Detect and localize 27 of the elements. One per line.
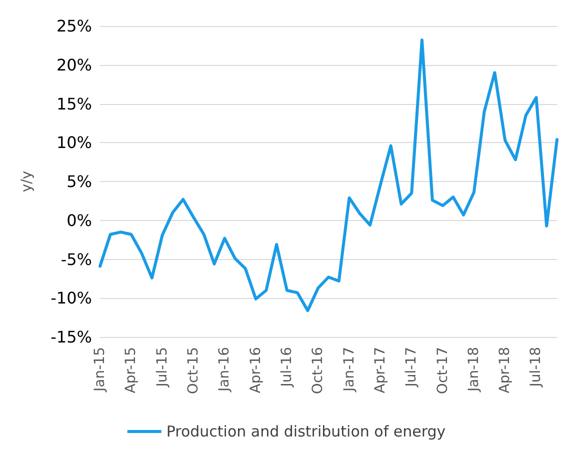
y-tick-label: -5% — [60, 250, 92, 269]
y-tick-label: 5% — [66, 172, 92, 191]
x-tick-label: Apr-16 — [248, 346, 264, 394]
x-tick-label: Apr-15 — [123, 347, 140, 394]
x-tick-label: Oct-17 — [434, 347, 451, 394]
legend-label: Production and distribution of energy — [166, 422, 446, 440]
y-tick-label: 0% — [66, 210, 92, 230]
y-tick-label: 20% — [56, 55, 92, 74]
x-tick-label: Jul-16 — [278, 346, 295, 388]
y-tick-label: 15% — [56, 94, 92, 114]
x-tick-label: Apr-18 — [497, 347, 514, 394]
x-tick-label: Jan-18 — [466, 347, 482, 392]
x-tick-label: Oct-16 — [310, 346, 326, 394]
x-tick-label: Jul-17 — [404, 347, 420, 388]
y-tick-label: 10% — [56, 133, 92, 152]
x-tick-label: Jan-17 — [341, 347, 358, 392]
x-tick-label: Oct-15 — [185, 347, 202, 394]
y-axis-title: y/y — [19, 170, 35, 192]
y-tick-label: -15% — [50, 328, 92, 346]
x-tick-label: Jul-18 — [528, 347, 544, 388]
y-tick-label: 25% — [56, 16, 92, 36]
x-tick-label: Jan-15 — [92, 347, 108, 392]
y-tick-label: -10% — [50, 288, 92, 308]
line-series — [98, 38, 558, 312]
x-tick-label: Jan-16 — [216, 346, 233, 392]
x-tick-label: Jul-15 — [154, 347, 170, 388]
x-tick-label: Apr-17 — [372, 347, 388, 394]
